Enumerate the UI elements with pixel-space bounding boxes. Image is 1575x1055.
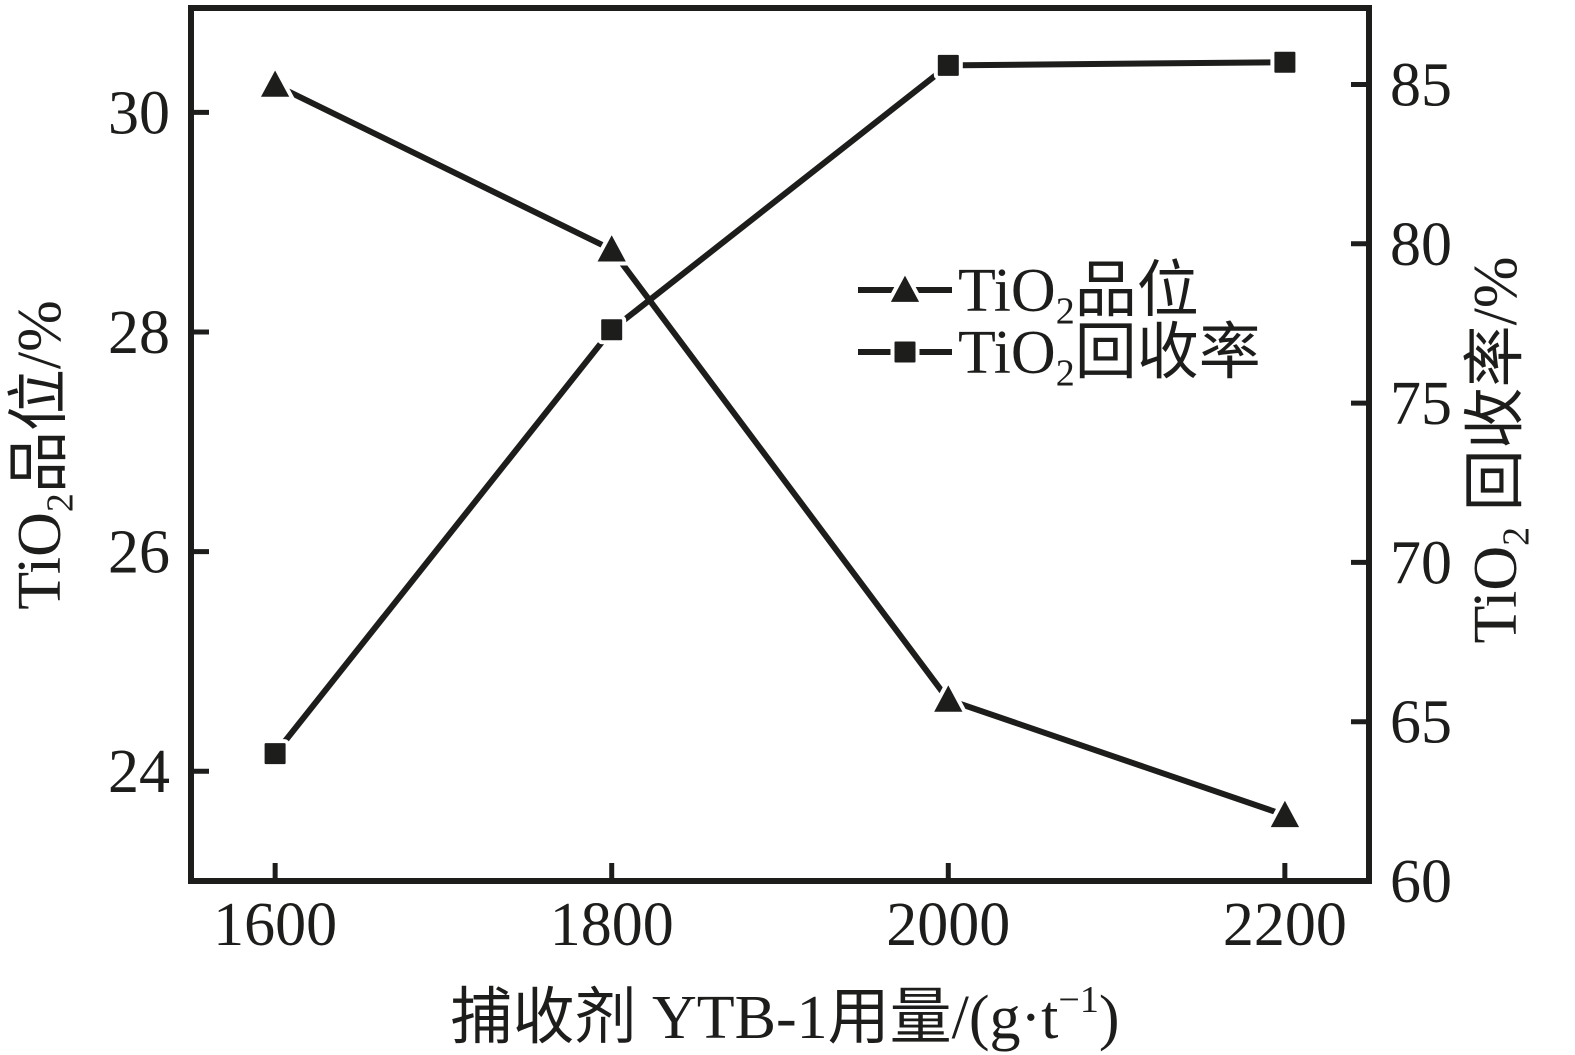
y-left-tick-label: 26	[108, 519, 170, 587]
legend-label-tio2-grade: TiO2品位	[958, 257, 1199, 332]
y-right-tick-label: 70	[1390, 529, 1452, 597]
legend-item-tio2-grade: TiO2品位	[858, 257, 1199, 332]
y-left-axis-title: TiO2品位/%	[6, 300, 81, 610]
x-axis-tick-label: 2200	[1223, 891, 1347, 959]
y-axis-right: 60 65 70 75 80 85	[1351, 51, 1452, 916]
x-axis-tick-label: 2000	[886, 891, 1010, 959]
x-axis-title: 捕收剂 YTB-1用量/(g·t−1)	[451, 979, 1120, 1052]
series-tio2-grade-line	[273, 82, 1286, 818]
square-marker	[1270, 47, 1300, 77]
y-left-tick-label: 30	[108, 79, 170, 147]
y-right-tick-label: 80	[1390, 211, 1452, 279]
x-axis-tick-label: 1600	[213, 891, 337, 959]
x-axis-tick-label: 1800	[550, 891, 674, 959]
triangle-marker	[254, 62, 296, 101]
square-marker	[260, 739, 290, 769]
triangle-marker	[590, 226, 633, 266]
legend-item-tio2-recovery: TiO2回收率	[858, 319, 1261, 394]
y-right-axis-title: TiO2 回收率/%	[1462, 256, 1537, 643]
series-tio2-grade	[254, 62, 1306, 832]
y-right-tick-label: 60	[1390, 848, 1452, 916]
triangle-marker	[1264, 792, 1306, 832]
plot-frame	[188, 5, 1372, 884]
triangle-marker	[927, 676, 970, 716]
square-marker	[933, 50, 963, 80]
square-marker	[597, 315, 627, 345]
x-axis: 1600 1800 2000 2200	[213, 863, 1347, 959]
y-right-tick-label: 65	[1390, 689, 1452, 757]
y-axis-left: 24 26 28 30	[108, 79, 209, 806]
square-marker	[890, 337, 920, 367]
series-tio2-recovery-line	[272, 59, 1285, 756]
y-left-tick-label: 24	[108, 738, 170, 806]
triangle-marker	[884, 267, 926, 306]
series-tio2-recovery	[260, 47, 1300, 769]
y-left-tick-label: 28	[108, 299, 170, 367]
y-right-tick-label: 85	[1390, 51, 1452, 119]
y-right-tick-label: 75	[1390, 370, 1452, 438]
legend-label-tio2-recovery: TiO2回收率	[958, 319, 1261, 394]
